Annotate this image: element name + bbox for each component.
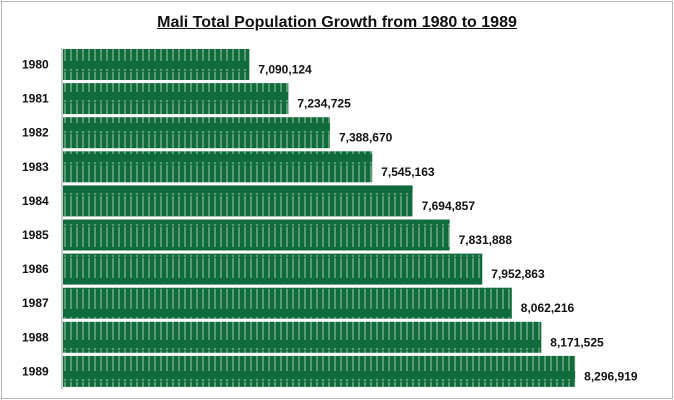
- category-label-1988: 1988: [22, 330, 49, 344]
- bar-1985: [63, 219, 450, 251]
- chart-title-text: Mali Total Population Growth from 1980 t…: [157, 14, 517, 31]
- value-label-1989: 8,296,919: [584, 369, 638, 383]
- category-label-1980: 1980: [22, 58, 49, 72]
- bar-1989: [63, 355, 576, 387]
- category-label-1982: 1982: [22, 126, 49, 140]
- bar-1982: [63, 117, 330, 149]
- bar-1984: [63, 185, 413, 217]
- value-label-1983: 7,545,163: [381, 165, 435, 179]
- value-label-1985: 7,831,888: [459, 233, 513, 247]
- bar-1986: [63, 253, 483, 285]
- bar-1988: [63, 321, 542, 353]
- value-label-1988: 8,171,525: [550, 335, 604, 349]
- category-label-1986: 1986: [22, 262, 49, 276]
- bar-1980: [63, 49, 250, 80]
- chart-title: Mali Total Population Growth from 1980 t…: [2, 14, 672, 32]
- category-label-1981: 1981: [22, 92, 49, 106]
- value-label-1981: 7,234,725: [297, 97, 351, 111]
- category-label-1987: 1987: [22, 296, 49, 310]
- value-label-1980: 7,090,124: [258, 63, 312, 77]
- value-label-1987: 8,062,216: [521, 301, 575, 315]
- category-label-1983: 1983: [22, 160, 49, 174]
- value-label-1986: 7,952,863: [491, 267, 545, 281]
- bar-1981: [63, 83, 289, 115]
- category-label-1984: 1984: [22, 194, 49, 208]
- category-label-1985: 1985: [22, 228, 49, 242]
- category-label-1989: 1989: [22, 364, 49, 378]
- bar-1987: [63, 287, 512, 319]
- bar-1983: [63, 151, 373, 183]
- value-label-1982: 7,388,670: [339, 131, 393, 145]
- value-label-1984: 7,694,857: [422, 199, 476, 213]
